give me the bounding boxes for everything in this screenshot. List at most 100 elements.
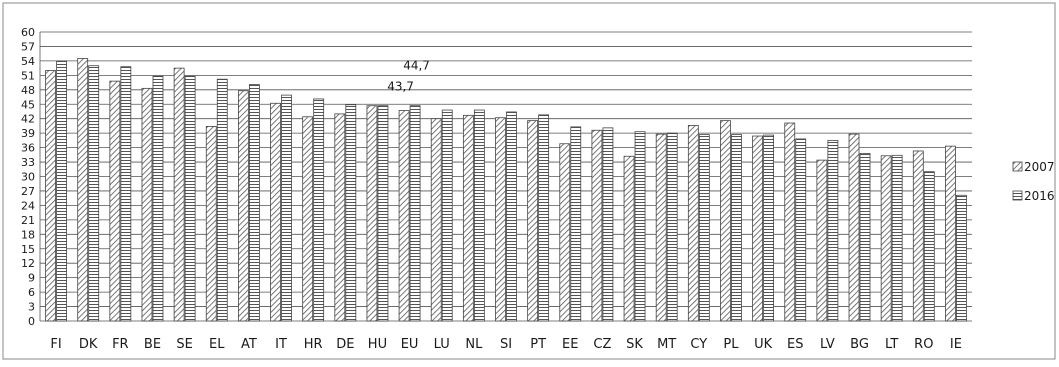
bar-2007-lt: [880, 155, 892, 322]
bar-2016-es: [795, 138, 807, 322]
x-tick-label: IE: [950, 337, 962, 352]
x-tick-label: RO: [914, 337, 933, 352]
x-tick-label: CZ: [593, 337, 611, 352]
y-tick-label: 39: [21, 127, 35, 140]
bar-2016-lu: [441, 109, 453, 322]
x-tick-label: HR: [304, 337, 323, 352]
bar-2007-ie: [945, 145, 956, 322]
x-tick-label: LV: [820, 337, 835, 352]
x-tick-label: FR: [112, 337, 129, 352]
x-tick-label: PL: [723, 337, 739, 352]
bar-2016-bg: [859, 152, 871, 322]
bar-2016-se: [184, 75, 196, 322]
x-tick-label: DK: [79, 337, 98, 352]
x-tick-label: DE: [336, 337, 354, 352]
bar-2007-fr: [109, 80, 121, 322]
x-tick-label: AT: [241, 337, 257, 352]
bar-2016-ie: [956, 194, 967, 322]
y-tick-label: 3: [28, 301, 35, 314]
bar-2016-lt: [891, 154, 903, 322]
bar-2007-se: [173, 67, 185, 322]
y-tick-label: 57: [21, 40, 35, 53]
y-tick-label: 24: [21, 199, 35, 212]
x-tick-label: BG: [850, 337, 869, 352]
bar-2007-cy: [687, 125, 699, 322]
bar-2007-ee: [559, 143, 571, 322]
x-tick-label: BE: [144, 337, 161, 352]
bar-2007-at: [237, 90, 249, 322]
x-tick-label: FI: [50, 337, 61, 352]
bar-2016-de: [345, 104, 357, 322]
y-tick-label: 0: [28, 315, 35, 328]
x-tick-label: ES: [787, 337, 803, 352]
bar-2007-eu: [398, 110, 410, 322]
bar-2016-ro: [923, 171, 935, 322]
x-axis-ticks: FI DK FR BE SE EL AT IT HR DE HU EU LU NL SI PT EE CZ SK MT…: [50, 337, 962, 352]
y-tick-label: 18: [21, 228, 35, 241]
x-tick-label: SI: [500, 337, 512, 352]
x-tick-label: SE: [176, 337, 192, 352]
y-tick-label: 27: [21, 185, 35, 198]
bar-2016-pt: [538, 114, 550, 322]
bar-2007-es: [784, 122, 796, 322]
legend: 2007 2016: [1012, 160, 1055, 203]
x-tick-label: MT: [657, 337, 676, 352]
y-tick-label: 48: [21, 84, 35, 97]
bar-2007-mt: [655, 133, 667, 322]
bar-2007-fi: [45, 70, 56, 322]
bar-2016-si: [506, 111, 517, 322]
bar-2016-at: [248, 84, 260, 322]
bar-2007-dk: [77, 58, 89, 322]
bar-2016-el: [216, 78, 228, 322]
x-tick-label: LU: [434, 337, 450, 352]
bar-2007-it: [270, 102, 281, 322]
bar-2007-nl: [462, 114, 474, 322]
bar-2016-mt: [666, 132, 678, 322]
bar-2016-it: [281, 94, 292, 322]
x-tick-label: UK: [754, 337, 773, 352]
x-tick-label: HU: [368, 337, 387, 352]
y-tick-label: 21: [21, 214, 35, 227]
x-tick-label: EE: [562, 337, 578, 352]
bar-2007-el: [205, 126, 217, 322]
legend-label-2007: 2007: [1024, 160, 1055, 174]
bar-2016-cz: [602, 127, 614, 322]
legend-swatch-2007: [1012, 161, 1023, 172]
bars: [45, 58, 967, 322]
bar-2007-pt: [527, 120, 539, 322]
y-tick-label: 33: [21, 156, 35, 169]
bar-2007-pl: [720, 120, 731, 322]
data-label-eu-2007: 43,7: [387, 80, 414, 94]
bar-2016-hu: [377, 105, 389, 322]
y-tick-label: 9: [28, 272, 35, 285]
bar-2016-hr: [313, 98, 325, 322]
y-tick-label: 45: [21, 98, 35, 111]
y-tick-label: 12: [21, 257, 35, 270]
bar-2007-sk: [623, 155, 635, 322]
bar-2016-lv: [827, 139, 839, 322]
y-tick-label: 60: [21, 26, 35, 39]
annotations: 44,7 43,7: [387, 59, 430, 94]
y-tick-label: 36: [21, 142, 35, 155]
x-tick-label: SK: [626, 337, 643, 352]
x-tick-label: NL: [465, 337, 483, 352]
bar-2016-fi: [56, 60, 67, 322]
x-tick-label: EL: [209, 337, 225, 352]
y-tick-label: 51: [21, 69, 35, 82]
x-tick-label: PT: [530, 337, 546, 352]
y-tick-label: 30: [21, 171, 35, 184]
bar-2016-pl: [731, 134, 742, 322]
chart-border: [2, 2, 1056, 360]
y-tick-label: 15: [21, 243, 35, 256]
bar-2016-eu: [409, 105, 421, 322]
bar-2016-ee: [570, 126, 582, 322]
y-tick-label: 54: [21, 55, 35, 68]
y-tick-label: 6: [28, 286, 35, 299]
bar-2016-be: [152, 75, 164, 322]
bar-2016-nl: [473, 109, 485, 322]
bar-2007-hu: [366, 105, 378, 322]
bar-2016-cy: [698, 134, 710, 322]
bar-2007-bg: [848, 133, 860, 322]
